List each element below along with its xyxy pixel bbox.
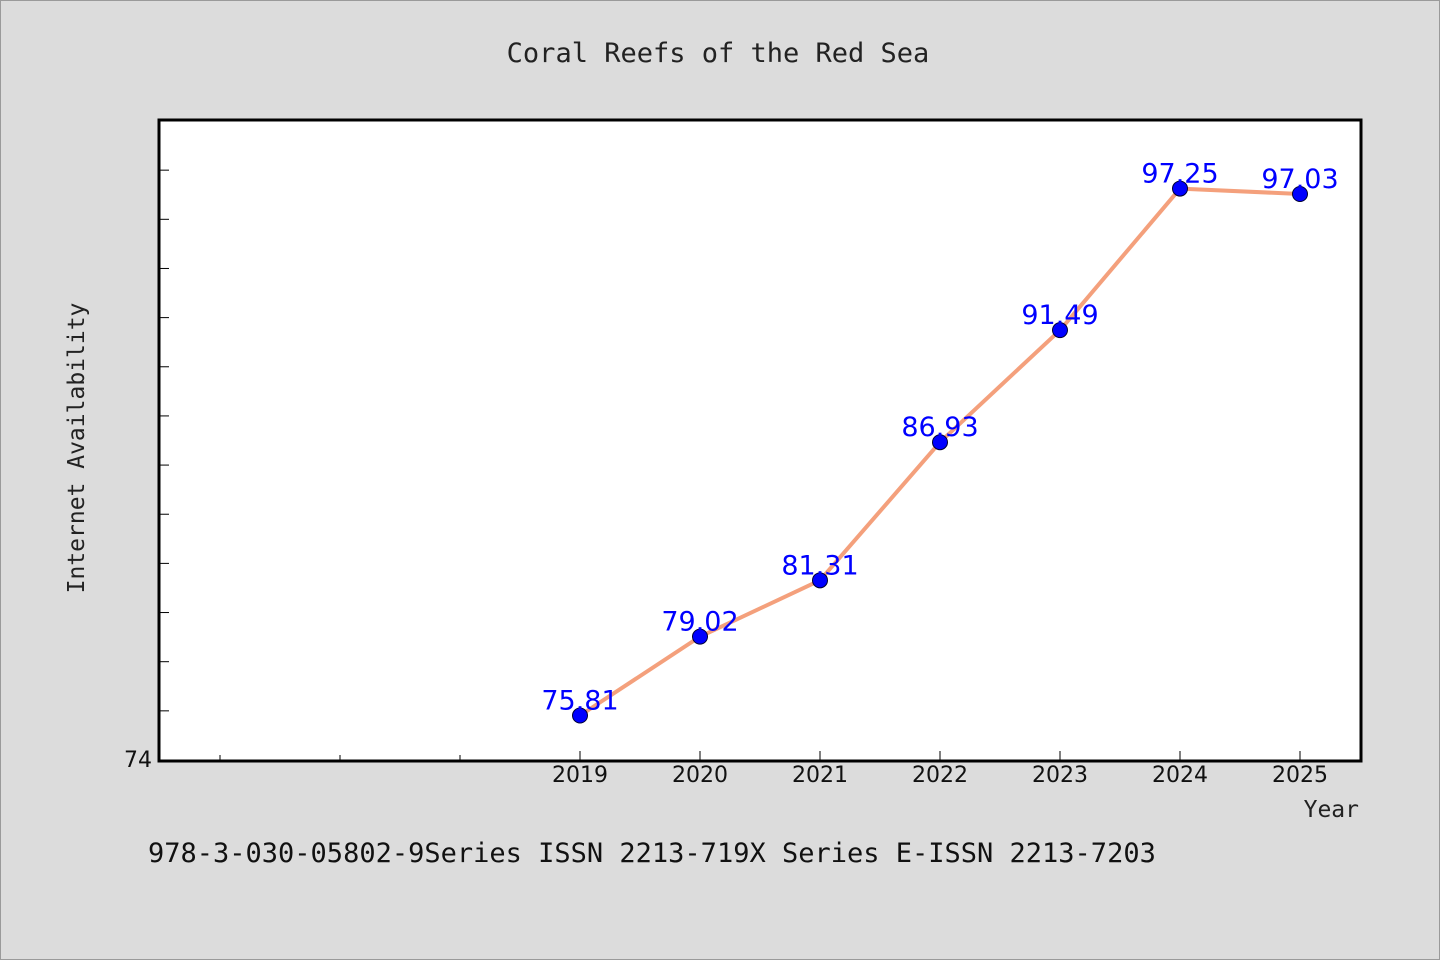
data-label: 75.81 (541, 686, 618, 717)
y-tick-label: 74 (124, 748, 152, 773)
y-axis-label: Internet Availability (64, 303, 90, 594)
x-tick-label: 2021 (792, 763, 848, 788)
footer-isbn-issn: 978-3-030-05802-9Series ISSN 2213-719X S… (148, 838, 1156, 869)
x-tick-label: 2020 (672, 763, 728, 788)
data-label: 91.49 (1021, 300, 1098, 331)
data-label: 97.25 (1141, 159, 1218, 190)
x-tick-label: 2023 (1032, 763, 1088, 788)
x-tick-label: 2024 (1152, 763, 1208, 788)
chart-title: Coral Reefs of the Red Sea (507, 38, 930, 69)
data-point (1292, 185, 1308, 202)
x-axis-ticks (579, 751, 1301, 760)
data-point (572, 707, 588, 724)
data-point (692, 628, 708, 645)
x-axis-tick-labels: 2019 2020 2021 2022 2023 2024 2025 (552, 763, 1328, 788)
y-axis-tick-labels: 74 (124, 748, 152, 773)
x-axis-label: Year (1304, 797, 1359, 823)
x-tick-label: 2025 (1272, 763, 1328, 788)
x-tick-label: 2022 (912, 763, 968, 788)
x-tick-label: 2019 (552, 763, 608, 788)
data-label: 81.31 (781, 550, 858, 581)
data-markers (572, 180, 1308, 724)
data-point (1052, 322, 1068, 339)
x-axis-minor-ticks (219, 755, 461, 760)
data-label: 97.03 (1261, 164, 1338, 195)
plot-area (157, 118, 1363, 763)
data-label: 79.02 (661, 607, 738, 638)
data-labels: 75.81 79.02 81.31 86.93 91.49 97.25 97.03 (541, 159, 1338, 717)
data-point (1172, 180, 1188, 197)
y-axis-ticks (160, 120, 169, 761)
data-point (932, 434, 948, 451)
data-label: 86.93 (901, 412, 978, 443)
data-point (812, 572, 828, 589)
